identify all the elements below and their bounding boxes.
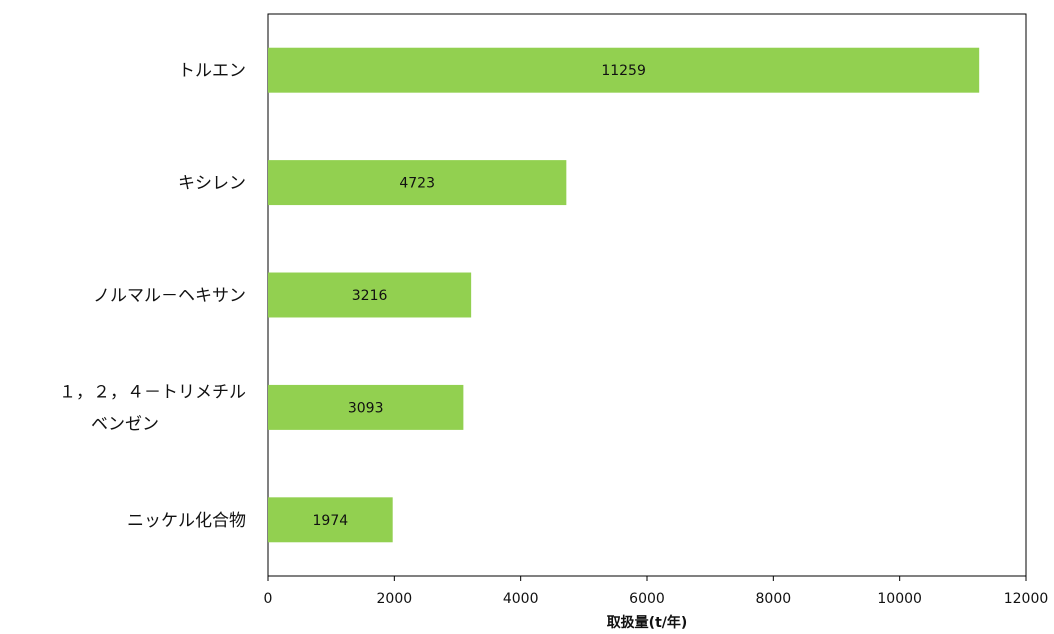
x-tick-label: 0 xyxy=(264,591,273,607)
bars-layer: 11259 4723 3216 3093 1974 xyxy=(268,47,980,543)
x-tick-label: 12000 xyxy=(1004,591,1049,607)
x-axis-ticks: 0 2000 4000 6000 8000 10000 12000 xyxy=(264,576,1049,607)
x-tick-label: 6000 xyxy=(629,591,665,607)
bar xyxy=(268,47,980,93)
x-tick-label: 2000 xyxy=(377,591,413,607)
category-label: １，２，４－トリメチル xyxy=(59,382,246,402)
category-label: トルエン xyxy=(178,61,246,81)
data-label: 3216 xyxy=(352,288,388,304)
x-tick-label: 4000 xyxy=(503,591,539,607)
category-label: ベンゼン xyxy=(91,414,159,434)
category-label: ニッケル化合物 xyxy=(127,511,246,531)
category-label: ノルマル－ヘキサン xyxy=(93,286,246,306)
bar xyxy=(268,160,567,206)
x-tick-label: 8000 xyxy=(756,591,792,607)
bar xyxy=(268,384,464,430)
x-tick-label: 10000 xyxy=(877,591,922,607)
x-axis-title: 取扱量(t/年) xyxy=(607,614,688,631)
data-label: 3093 xyxy=(348,400,384,416)
category-label: キシレン xyxy=(178,174,246,194)
bar xyxy=(268,497,393,543)
data-label: 4723 xyxy=(399,176,435,192)
bar xyxy=(268,272,472,318)
data-label: 11259 xyxy=(601,63,646,79)
data-label: 1974 xyxy=(313,513,349,529)
